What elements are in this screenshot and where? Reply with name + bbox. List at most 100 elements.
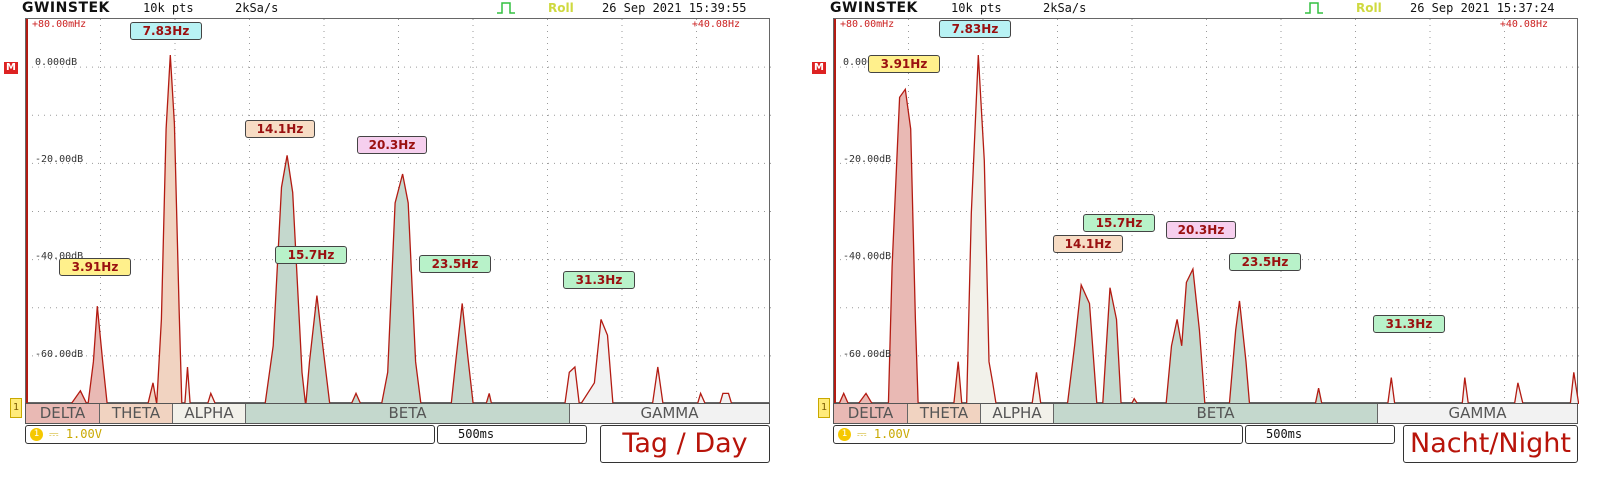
- spectrum-fills: [52, 55, 733, 404]
- spectrum-peak-fill: [838, 393, 850, 404]
- timebase-value: 500ms: [458, 427, 495, 441]
- spectrum-peak-fill: [1506, 382, 1530, 404]
- timebase-status[interactable]: 500ms: [1245, 425, 1395, 444]
- y-axis-label: -60.00dB: [35, 349, 84, 360]
- condition-label: Tag / Day: [600, 425, 770, 463]
- peak-frequency-label: 3.91Hz: [868, 55, 940, 73]
- trigger-edge-icon: [1303, 0, 1325, 19]
- sample-rate: 2kSa/s: [1043, 1, 1087, 15]
- spectrum-peak-fill: [1031, 372, 1042, 404]
- scope-panel-day: GWINSTEK 10k pts 2kSa/s Roll 26 Sep 2021 15:…: [0, 0, 771, 470]
- y-axis-label: 0.000dB: [35, 57, 78, 68]
- peak-frequency-label: 20.3Hz: [357, 136, 427, 154]
- spectrum-peak-fill: [305, 295, 330, 404]
- fft-spectrum-svg: [26, 19, 771, 404]
- spectrum-peak-fill: [451, 303, 474, 404]
- peak-frequency-label: 7.83Hz: [939, 20, 1011, 38]
- y-axis-label: -40.00dB: [843, 251, 892, 262]
- spectrum-peak-fill: [87, 306, 108, 404]
- peak-frequency-label: 23.5Hz: [419, 255, 491, 273]
- band-delta: DELTA: [834, 404, 908, 423]
- spectrum-peak-fill: [52, 390, 88, 404]
- eeg-band-bar: DELTA THETA ALPHA BETA GAMMA: [25, 403, 770, 424]
- freq-start-label: +80.00mHz: [32, 19, 87, 30]
- fft-plot-area: [25, 18, 771, 404]
- acquire-mode: Roll: [548, 1, 574, 15]
- peak-frequency-label: 15.7Hz: [1083, 214, 1155, 232]
- spectrum-trace: [838, 54, 1579, 404]
- y-axis-label: -60.00dB: [843, 349, 892, 360]
- date-time: 26 Sep 2021 15:39:55: [602, 1, 747, 15]
- record-length: 10k pts: [143, 1, 194, 15]
- freq-end-label: +40.08Hz: [1499, 19, 1548, 30]
- spectrum-peak-fill: [1165, 269, 1206, 404]
- peak-frequency-label: 3.91Hz: [59, 258, 131, 276]
- band-alpha: ALPHA: [173, 404, 246, 423]
- y-axis-label: 0.000dB: [843, 57, 886, 68]
- record-length: 10k pts: [951, 1, 1002, 15]
- spectrum-peak-fill: [147, 55, 182, 404]
- brand-logo: GWINSTEK: [830, 0, 918, 16]
- peak-frequency-label: 15.7Hz: [275, 246, 347, 264]
- timebase-status[interactable]: 500ms: [437, 425, 587, 444]
- scope-panel-night: GWINSTEK 10k pts 2kSa/s Roll 26 Sep 2021 15:…: [808, 0, 1579, 470]
- freq-end-label: +40.08Hz: [691, 19, 740, 30]
- eeg-band-bar: DELTA THETA ALPHA BETA GAMMA: [833, 403, 1578, 424]
- acquire-mode: Roll: [1356, 1, 1382, 15]
- peak-frequency-label: 7.83Hz: [130, 22, 202, 40]
- channel1-icon: 1: [838, 428, 851, 441]
- y-axis-label: -40.00dB: [35, 251, 84, 262]
- spectrum-peak-fill: [1102, 287, 1122, 404]
- channel1-status[interactable]: 1 ⎓ 1.00V: [25, 425, 435, 444]
- band-beta: BETA: [1054, 404, 1378, 423]
- spectrum-peak-fill: [953, 361, 962, 404]
- status-header: GWINSTEK 10k pts 2kSa/s Roll 26 Sep 2021 15:…: [808, 0, 1578, 18]
- peak-frequency-label: 20.3Hz: [1166, 221, 1236, 239]
- coupling-icon: ⎓: [857, 427, 867, 441]
- timebase-value: 500ms: [1266, 427, 1303, 441]
- peak-frequency-label: 31.3Hz: [563, 271, 635, 289]
- spectrum-peak-fill: [1229, 300, 1250, 404]
- spectrum-fills: [838, 55, 1579, 404]
- channel1-ground-marker-icon[interactable]: 1: [10, 398, 22, 418]
- spectrum-peak-fill: [966, 55, 997, 404]
- band-delta: DELTA: [26, 404, 100, 423]
- condition-label: Nacht/Night: [1403, 425, 1578, 463]
- channel1-ground-marker-icon[interactable]: 1: [818, 398, 830, 418]
- date-time: 26 Sep 2021 15:37:24: [1410, 1, 1555, 15]
- spectrum-peak-fill: [264, 155, 306, 404]
- peak-frequency-label: 14.1Hz: [1053, 235, 1123, 253]
- brand-logo: GWINSTEK: [22, 0, 110, 16]
- channel1-scale: 1.00V: [873, 427, 910, 441]
- y-axis-label: -20.00dB: [35, 154, 84, 165]
- status-header: GWINSTEK 10k pts 2kSa/s Roll 26 Sep 2021 15:…: [0, 0, 770, 18]
- channel1-scale: 1.00V: [65, 427, 102, 441]
- peak-frequency-label: 14.1Hz: [245, 120, 315, 138]
- math-marker-icon[interactable]: M: [4, 62, 18, 74]
- fft-spectrum-svg: [834, 19, 1579, 404]
- peak-frequency-label: 31.3Hz: [1373, 315, 1445, 333]
- trigger-edge-icon: [495, 0, 517, 19]
- channel1-status[interactable]: 1 ⎓ 1.00V: [833, 425, 1243, 444]
- band-theta: THETA: [908, 404, 981, 423]
- math-marker-icon[interactable]: M: [812, 62, 826, 74]
- spectrum-peak-fill: [652, 367, 664, 404]
- band-gamma: GAMMA: [570, 404, 769, 423]
- channel1-icon: 1: [30, 428, 43, 441]
- spectrum-peak-fill: [1387, 377, 1395, 404]
- fft-plot-area: [833, 18, 1579, 404]
- spectrum-trace: [64, 54, 733, 404]
- spectrum-peak-fill: [381, 174, 422, 404]
- spectrum-peak-fill: [1570, 372, 1579, 404]
- freq-start-label: +80.00mHz: [840, 19, 895, 30]
- y-axis-label: -20.00dB: [843, 154, 892, 165]
- spectrum-peak-fill: [1067, 285, 1097, 404]
- spectrum-peak-fill: [880, 89, 919, 404]
- spectrum-peak-fill: [579, 319, 614, 404]
- band-beta: BETA: [246, 404, 570, 423]
- band-alpha: ALPHA: [981, 404, 1054, 423]
- band-gamma: GAMMA: [1378, 404, 1577, 423]
- coupling-icon: ⎓: [49, 427, 59, 441]
- sample-rate: 2kSa/s: [235, 1, 279, 15]
- band-theta: THETA: [100, 404, 173, 423]
